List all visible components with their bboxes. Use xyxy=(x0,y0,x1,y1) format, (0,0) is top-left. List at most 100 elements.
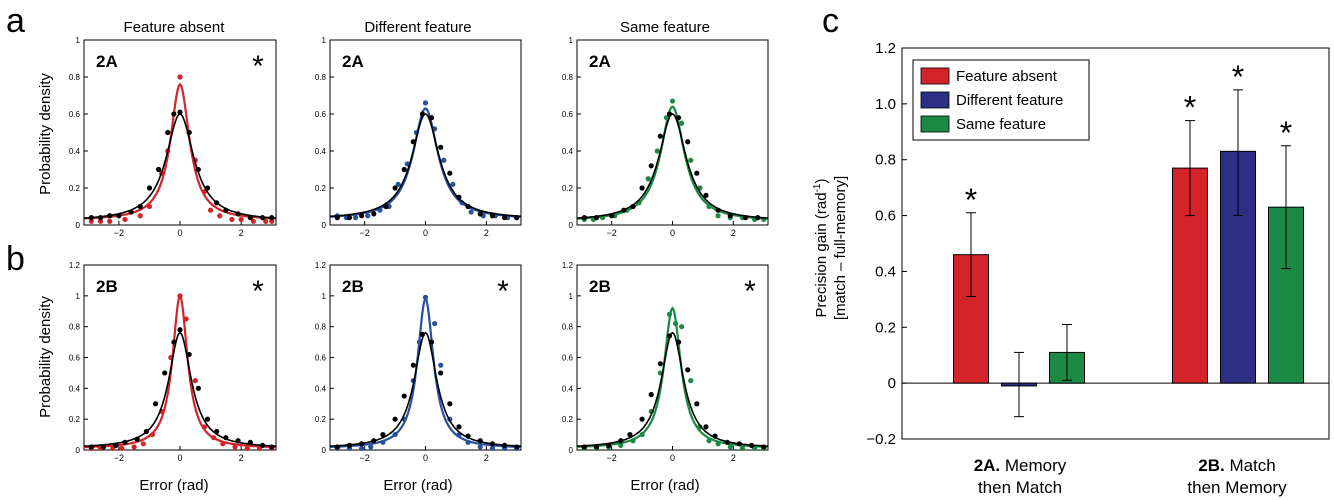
bar-y-tick-label: 0 xyxy=(888,375,896,392)
baseline-point xyxy=(685,139,691,145)
condition-point xyxy=(688,157,694,163)
baseline-point xyxy=(675,339,682,345)
condition-tag: 2A xyxy=(342,52,364,71)
bar-y-tick-label: 1.0 xyxy=(875,96,896,113)
baseline-point xyxy=(410,362,416,368)
y-tick-label: 0.2 xyxy=(562,415,574,424)
y-tick-label: 1 xyxy=(569,292,574,301)
condition-point xyxy=(232,444,238,450)
bar-y-tick-label: 1.2 xyxy=(875,40,896,57)
baseline-point xyxy=(581,444,587,450)
baseline-point xyxy=(88,215,94,221)
condition-point xyxy=(465,439,471,445)
y-tick-label: 0.8 xyxy=(315,323,327,332)
group-label-2a-line2: then Match xyxy=(978,478,1062,497)
baseline-point xyxy=(247,215,253,221)
condition-point xyxy=(119,445,125,452)
group-label-2a: 2A. Memory xyxy=(974,456,1067,475)
baseline-point xyxy=(259,215,266,221)
condition-curve xyxy=(330,296,521,448)
y-tick-label: 0.8 xyxy=(69,73,81,82)
condition-point xyxy=(422,100,429,106)
condition-point xyxy=(146,203,153,210)
y-tick-label: 0.4 xyxy=(315,384,327,393)
y-tick-label: 0.4 xyxy=(315,147,327,156)
baseline-point xyxy=(171,111,177,117)
condition-point xyxy=(489,445,496,452)
condition-point xyxy=(250,218,256,224)
x-tick-label: −2 xyxy=(360,228,370,238)
baseline-point xyxy=(703,424,709,430)
condition-point xyxy=(630,438,636,444)
baseline-point xyxy=(456,194,462,200)
baseline-point xyxy=(214,200,220,206)
baseline-point xyxy=(748,442,755,448)
baseline-point xyxy=(456,424,462,430)
condition-curve xyxy=(84,82,276,220)
baseline-point xyxy=(703,192,709,198)
x-tick-label: 2 xyxy=(484,453,489,463)
baseline-point xyxy=(269,215,275,221)
condition-point xyxy=(432,320,438,327)
bar-y-axis-label-superscript: -1 xyxy=(812,183,823,192)
significance-star: * xyxy=(252,50,264,83)
baseline-point xyxy=(146,185,153,191)
baseline-point xyxy=(609,213,615,219)
condition-point xyxy=(380,439,386,445)
y-tick-label: 0.2 xyxy=(562,184,574,193)
baseline-point xyxy=(134,436,140,442)
y-axis-label-row-a: Probability density xyxy=(37,73,54,195)
bar-y-tick-label: 0.6 xyxy=(875,208,896,225)
baseline-point xyxy=(428,339,435,345)
baseline-point xyxy=(648,163,654,169)
baseline-point xyxy=(685,367,691,373)
condition-point xyxy=(706,438,712,444)
condition-point xyxy=(654,148,660,154)
condition-point xyxy=(669,98,676,104)
significance-star: * xyxy=(744,275,756,308)
baseline-curve xyxy=(84,331,276,447)
density-panel-a-1: 0 0.2 0.4 0.6 0.8 1 −2 0 2 2A * xyxy=(69,36,277,238)
condition-tag: 2B xyxy=(589,277,611,296)
baseline-point xyxy=(204,185,211,191)
baseline-point xyxy=(489,441,496,447)
baseline-point xyxy=(177,109,183,115)
y-tick-label: 0.6 xyxy=(315,354,327,363)
condition-point xyxy=(438,362,444,368)
condition-point xyxy=(269,218,275,224)
baseline-point xyxy=(235,211,241,217)
condition-point xyxy=(107,218,113,224)
y-tick-label: 0 xyxy=(569,446,574,455)
y-tick-label: 0.8 xyxy=(315,73,327,82)
condition-tag: 2A xyxy=(96,52,118,71)
condition-point xyxy=(715,213,721,219)
baseline-point xyxy=(346,442,353,448)
baseline-point xyxy=(593,215,600,221)
condition-tag: 2B xyxy=(96,277,118,296)
baseline-point xyxy=(712,433,718,439)
baseline-point xyxy=(666,333,673,339)
baseline-point xyxy=(204,416,211,422)
condition-point xyxy=(422,294,429,300)
baseline-point xyxy=(371,211,377,217)
condition-curve xyxy=(329,107,522,218)
y-tick-label: 0.6 xyxy=(69,110,81,119)
group-label-2b-bold: 2B. xyxy=(1198,456,1224,475)
baseline-point xyxy=(137,203,143,210)
condition-point xyxy=(715,441,721,447)
y-tick-label: 0.8 xyxy=(562,73,574,82)
y-tick-label: 0.6 xyxy=(315,110,327,119)
baseline-point xyxy=(648,391,654,398)
baseline-point xyxy=(621,207,627,213)
baseline-point xyxy=(359,213,365,219)
baseline-curve xyxy=(329,113,522,218)
baseline-point xyxy=(359,441,365,447)
baseline-point xyxy=(100,444,107,450)
bar-y-tick-label: −0.2 xyxy=(866,431,896,448)
baseline-point xyxy=(128,209,134,215)
baseline-point xyxy=(639,185,645,191)
y-tick-label: 0.4 xyxy=(562,384,574,393)
y-tick-label: 0.4 xyxy=(562,147,574,156)
x-axis-label-col-1: Error (rad) xyxy=(139,477,208,494)
y-tick-label: 0.8 xyxy=(69,323,81,332)
